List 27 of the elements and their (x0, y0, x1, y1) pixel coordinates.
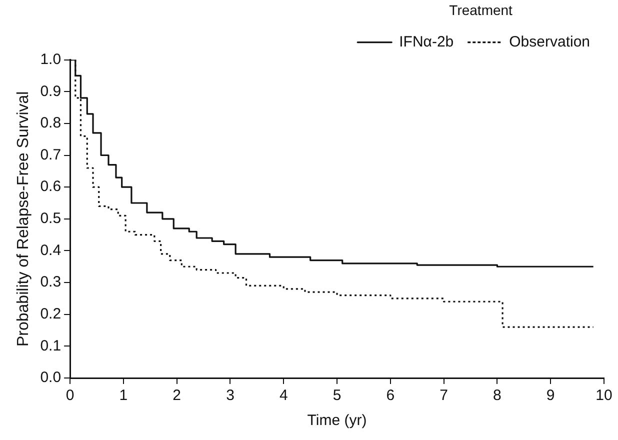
y-tick-label: 0.6 (40, 178, 62, 196)
y-tick-label: 0.4 (40, 242, 62, 259)
y-tick-label: 0.5 (40, 210, 62, 228)
y-tick-label: 0.7 (40, 146, 62, 164)
legend-label: Observation (509, 33, 590, 50)
x-tick-label: 9 (546, 387, 555, 404)
y-tick-label: 1.0 (40, 50, 62, 68)
x-tick-label: 3 (226, 387, 234, 404)
x-axis-title: Time (yr) (307, 412, 367, 430)
x-tick-label: 6 (386, 387, 395, 404)
x-tick-label: 4 (279, 387, 288, 404)
y-tick-label: 0.0 (40, 369, 62, 386)
y-axis-title: Probability of Relapse-Free Survival (15, 91, 32, 347)
y-tick-label: 0.9 (40, 82, 62, 100)
x-tick-label: 5 (332, 387, 342, 404)
y-tick-label: 0.8 (40, 114, 62, 132)
y-tick-label: 0.2 (40, 306, 62, 322)
x-tick-label: 0 (66, 387, 74, 404)
x-tick-label: 10 (596, 387, 612, 404)
x-tick-label: 7 (440, 387, 448, 404)
x-tick-label: 1 (119, 387, 128, 404)
y-tick-label: 0.3 (40, 274, 62, 291)
legend-title: Treatment (449, 2, 513, 18)
x-tick-label: 2 (172, 387, 182, 404)
y-tick-label: 0.1 (40, 337, 62, 354)
legend-label: IFNα-2b (399, 33, 454, 50)
x-tick-label: 8 (493, 387, 502, 404)
